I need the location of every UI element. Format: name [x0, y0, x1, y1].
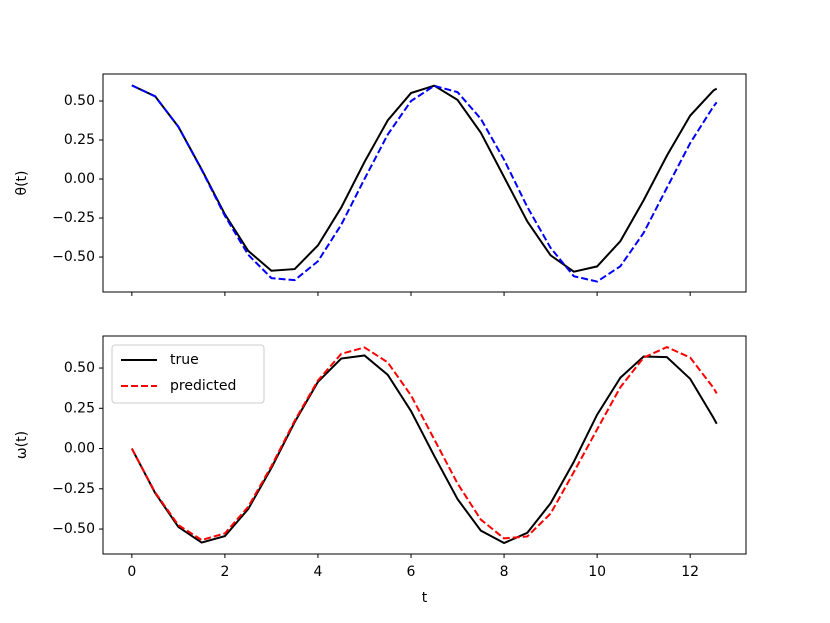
y-tick-label: 0.50: [64, 360, 95, 376]
y-tick-label: 0.25: [64, 400, 95, 416]
series-line: [130, 346, 718, 542]
y-tick-label: 0.50: [64, 93, 95, 109]
y-axis-label: θ(t): [14, 171, 30, 196]
y-tick-label: 0.00: [64, 441, 95, 457]
y-tick-label: −0.50: [52, 521, 95, 537]
x-tick-label: 4: [313, 564, 322, 580]
axes-frame: [102, 73, 747, 293]
x-tick-label: 12: [681, 564, 699, 580]
y-tick-label: 0.25: [64, 132, 95, 148]
x-tick-label: 8: [500, 564, 509, 580]
y-tick-label: −0.25: [52, 481, 95, 497]
y-axis-label: ω(t): [14, 431, 30, 459]
series-line: [131, 84, 718, 283]
axes-frame: [102, 335, 747, 555]
legend: true predicted: [111, 344, 265, 404]
x-tick-label: 10: [588, 564, 606, 580]
series-line: [130, 354, 718, 545]
y-tick-label: 0.00: [64, 171, 95, 187]
series-line: [131, 84, 718, 273]
x-tick-label: 2: [220, 564, 229, 580]
legend-label: predicted: [170, 378, 236, 394]
y-tick-label: −0.25: [52, 210, 95, 226]
x-axis-label: t: [422, 590, 428, 606]
x-tick-label: 6: [407, 564, 416, 580]
x-tick-label: 0: [127, 564, 136, 580]
y-tick-label: −0.50: [52, 249, 95, 265]
legend-label: true: [170, 352, 199, 368]
